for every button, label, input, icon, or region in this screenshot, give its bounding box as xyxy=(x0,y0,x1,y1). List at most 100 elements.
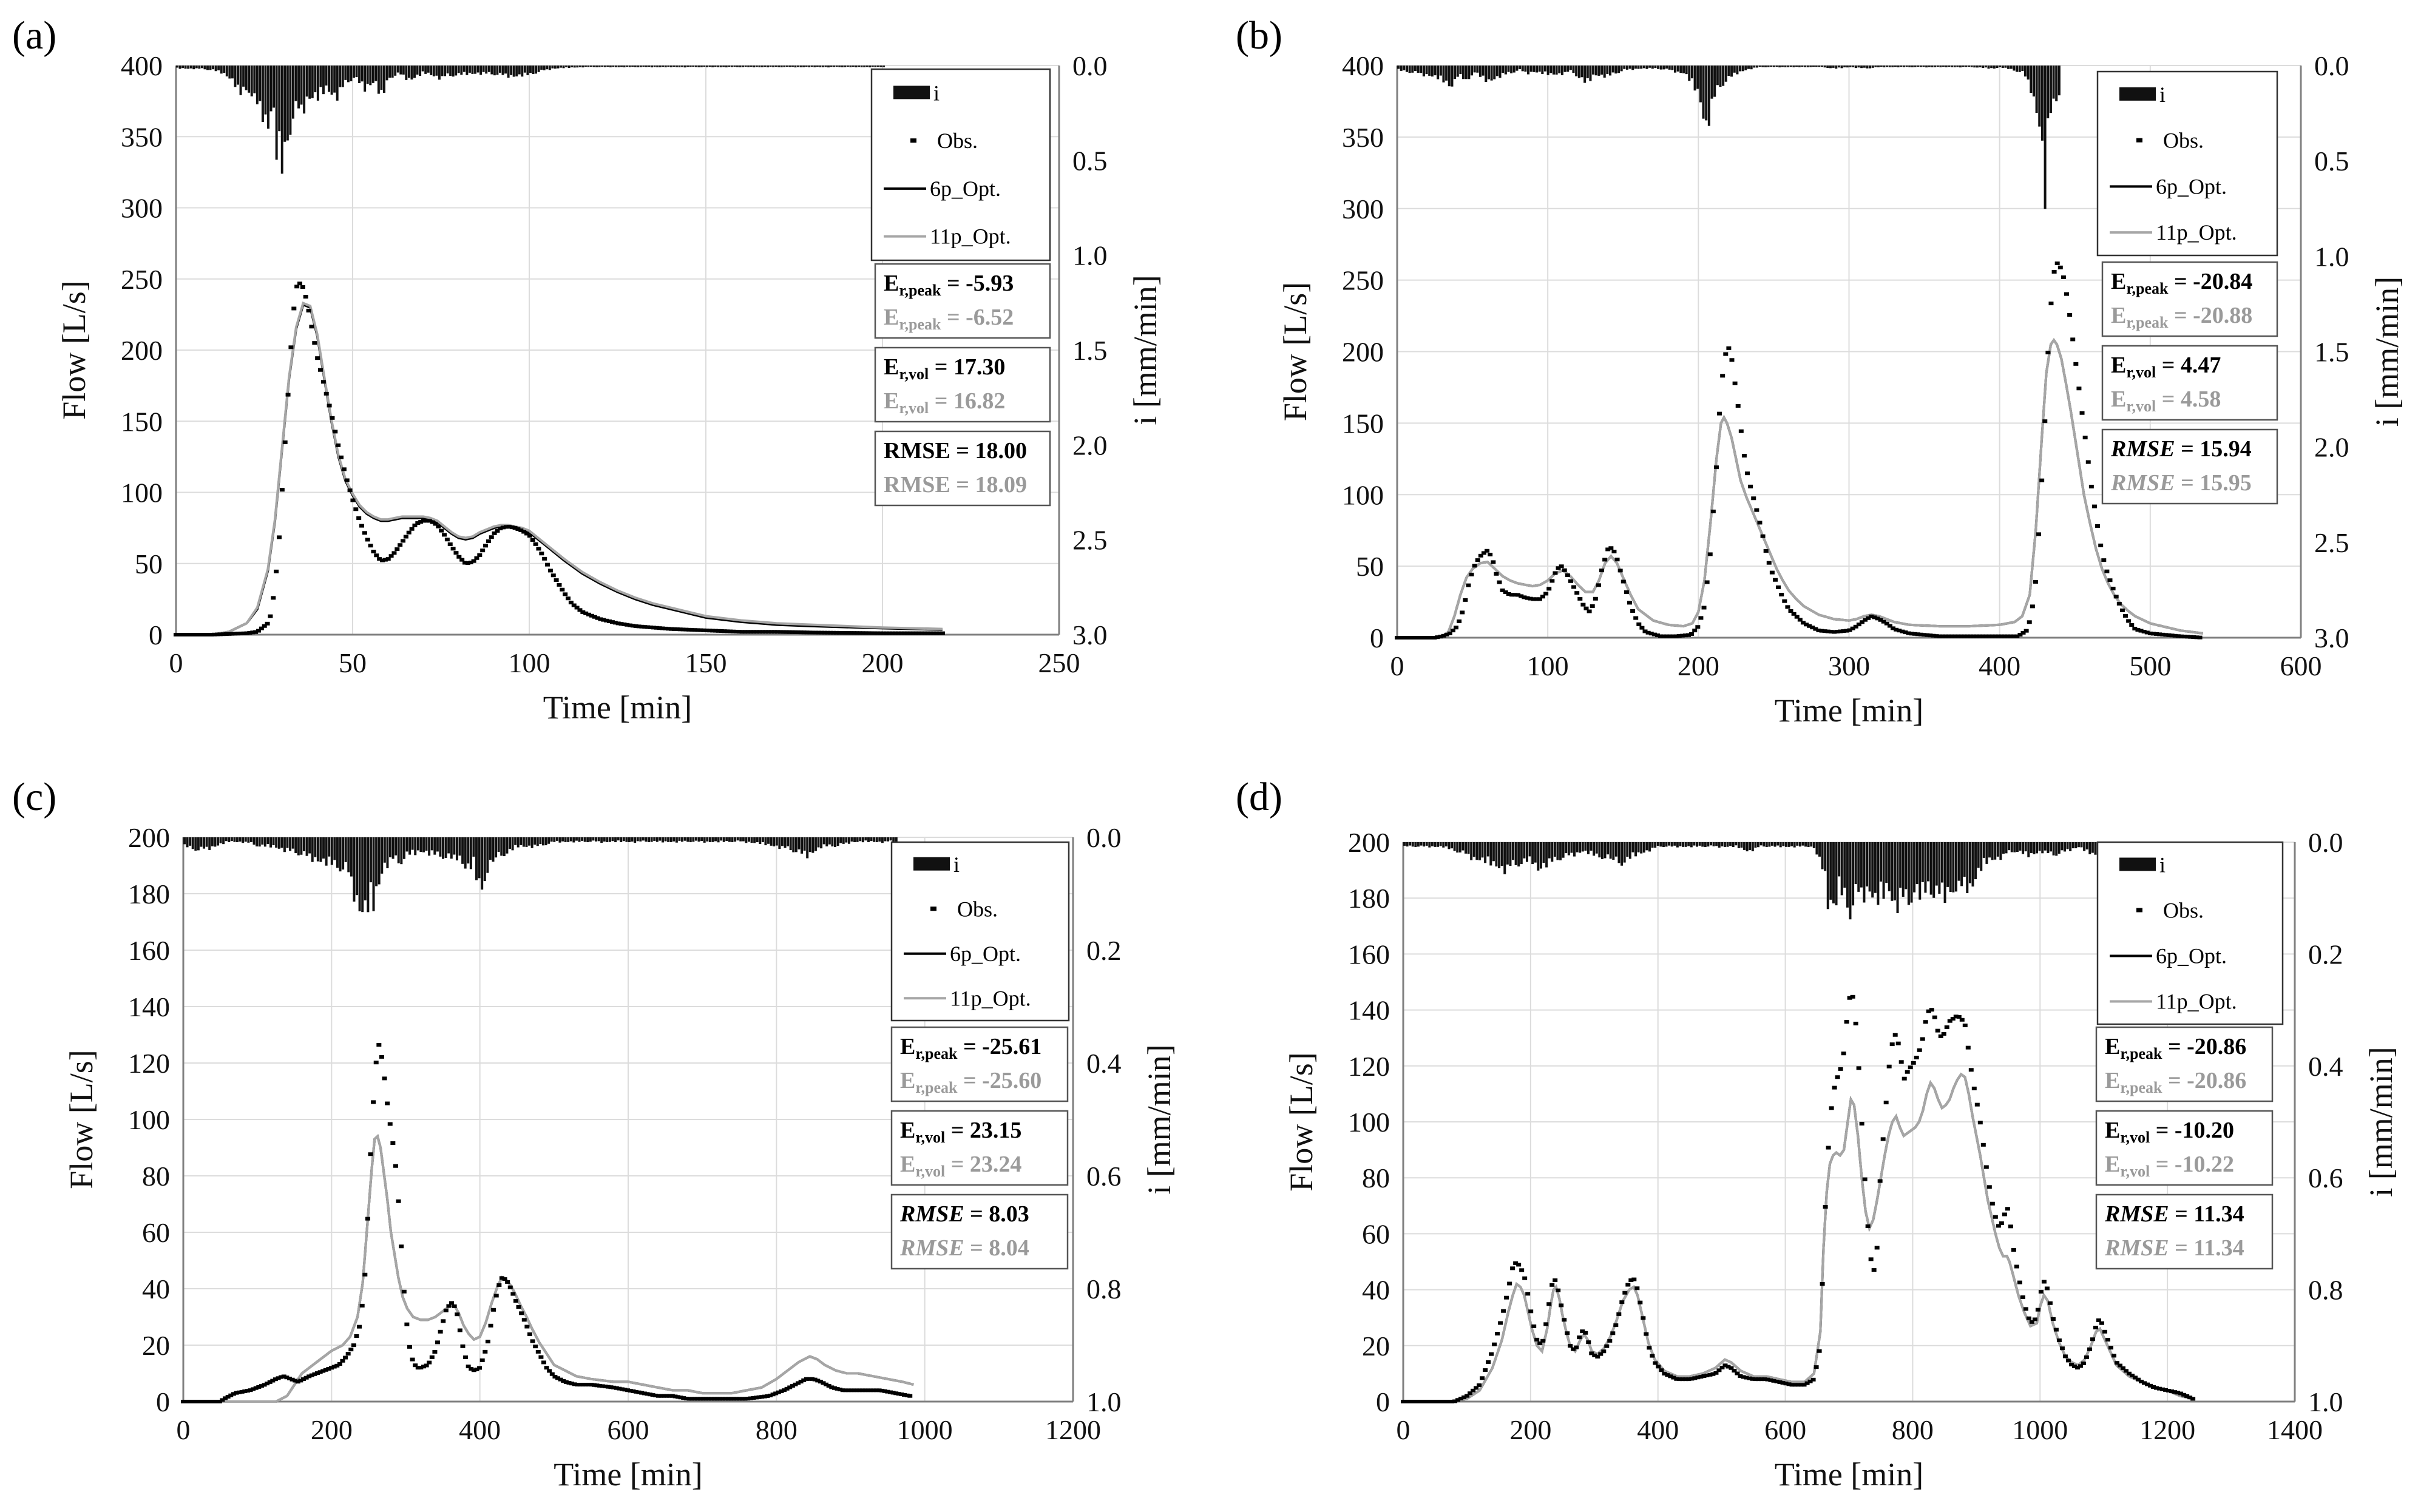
obs-point xyxy=(2093,1326,2098,1330)
rain-bar xyxy=(1437,66,1440,79)
obs-point xyxy=(2008,634,2014,638)
obs-point xyxy=(550,573,556,578)
obs-point xyxy=(893,1391,899,1396)
rain-bar xyxy=(377,66,380,94)
legend-label-i: i xyxy=(2159,83,2166,107)
obs-point xyxy=(631,1389,636,1393)
y-tick-label: 160 xyxy=(1348,939,1390,970)
rain-bar xyxy=(1757,842,1759,848)
obs-point xyxy=(1540,1338,1546,1343)
obs-point xyxy=(1832,630,1837,634)
obs-point xyxy=(225,1395,231,1399)
rain-bar xyxy=(1888,66,1891,67)
rain-bar xyxy=(1634,842,1637,857)
rain-bar xyxy=(394,66,397,76)
obs-point xyxy=(2011,1247,2016,1252)
rain-bar xyxy=(1905,66,1908,67)
rain-bar xyxy=(1468,66,1471,79)
obs-point xyxy=(1404,1400,1409,1403)
rain-bar xyxy=(1991,842,1994,860)
obs-point xyxy=(748,630,754,634)
rain-bar xyxy=(214,66,217,72)
rain-bar xyxy=(1425,842,1428,846)
rainfall-bars xyxy=(183,837,898,913)
rain-bar xyxy=(878,837,881,842)
obs-point xyxy=(2090,1337,2095,1342)
obs-point xyxy=(762,1394,767,1399)
obs-point xyxy=(674,627,680,632)
rain-bar xyxy=(606,66,609,67)
rain-bar xyxy=(879,66,882,67)
rain-bar xyxy=(876,66,879,67)
obs-point xyxy=(1556,566,1561,570)
rain-bar xyxy=(706,66,708,67)
obs-point xyxy=(418,1366,424,1370)
rain-bar xyxy=(706,837,709,842)
obs-point xyxy=(1971,634,1976,638)
obs-point xyxy=(1813,627,1818,631)
obs-point xyxy=(840,1388,845,1392)
obs-point xyxy=(1543,1322,1549,1326)
rain-bar xyxy=(189,66,192,69)
obs-point xyxy=(286,1376,292,1380)
obs-point xyxy=(1968,634,1973,638)
obs-point xyxy=(1679,633,1685,638)
obs-point xyxy=(863,631,869,635)
rain-bar xyxy=(1962,66,1965,67)
obs-point xyxy=(1756,1377,1761,1382)
obs-point xyxy=(407,1345,412,1349)
rain-bar xyxy=(1403,842,1406,846)
obs-point xyxy=(1501,1309,1506,1313)
obs-point xyxy=(597,1383,603,1388)
obs-point xyxy=(231,1392,236,1396)
obs-point xyxy=(485,1340,490,1344)
obs-point xyxy=(489,535,494,539)
obs-point xyxy=(1962,634,1967,638)
obs-point xyxy=(1769,570,1775,575)
obs-point xyxy=(524,1325,530,1329)
rain-bar xyxy=(479,66,483,75)
obs-point xyxy=(1785,605,1790,609)
rain-bar xyxy=(1657,66,1660,69)
rain-bar xyxy=(1893,842,1896,900)
obs-point xyxy=(1580,602,1586,607)
obs-point xyxy=(2057,265,2063,269)
obs-point xyxy=(238,632,243,636)
obs-point xyxy=(2172,1390,2178,1394)
obs-point xyxy=(572,1382,577,1386)
rain-bar xyxy=(787,837,790,846)
obs-point xyxy=(1488,552,1493,556)
rain-bar xyxy=(875,837,878,843)
rain-bar xyxy=(1927,842,1930,882)
rain-bar xyxy=(1545,842,1548,868)
obs-point xyxy=(1789,1383,1795,1387)
obs-point xyxy=(483,544,489,548)
obs-point xyxy=(430,520,435,524)
rain-bar xyxy=(551,66,554,69)
obs-point xyxy=(2008,1224,2013,1229)
obs-point xyxy=(1788,609,1793,613)
rain-bar xyxy=(2002,842,2005,854)
rain-bar xyxy=(708,837,711,842)
x-tick-label: 600 xyxy=(608,1414,649,1445)
rain-bar xyxy=(794,837,798,852)
obs-point xyxy=(2163,1388,2169,1392)
obs-point xyxy=(2181,1392,2187,1397)
legend-label-obs: Obs. xyxy=(2163,129,2204,153)
obs-point xyxy=(787,1385,793,1389)
obs-point xyxy=(1850,626,1855,630)
rain-bar xyxy=(1682,842,1685,847)
y2-axis-label: i [mm/min] xyxy=(1141,1044,1177,1194)
rain-bar xyxy=(452,66,455,77)
obs-point xyxy=(2020,1295,2025,1300)
rain-bar xyxy=(405,837,408,852)
rain-bar xyxy=(1977,842,1980,868)
rain-bar xyxy=(1846,66,1849,68)
rain-bar xyxy=(1737,842,1740,848)
rain-bar xyxy=(1532,66,1536,72)
obs-point xyxy=(636,624,642,629)
rain-bar xyxy=(1735,842,1738,846)
obs-point xyxy=(826,1384,831,1388)
obs-point xyxy=(595,616,600,620)
obs-point xyxy=(940,631,945,635)
